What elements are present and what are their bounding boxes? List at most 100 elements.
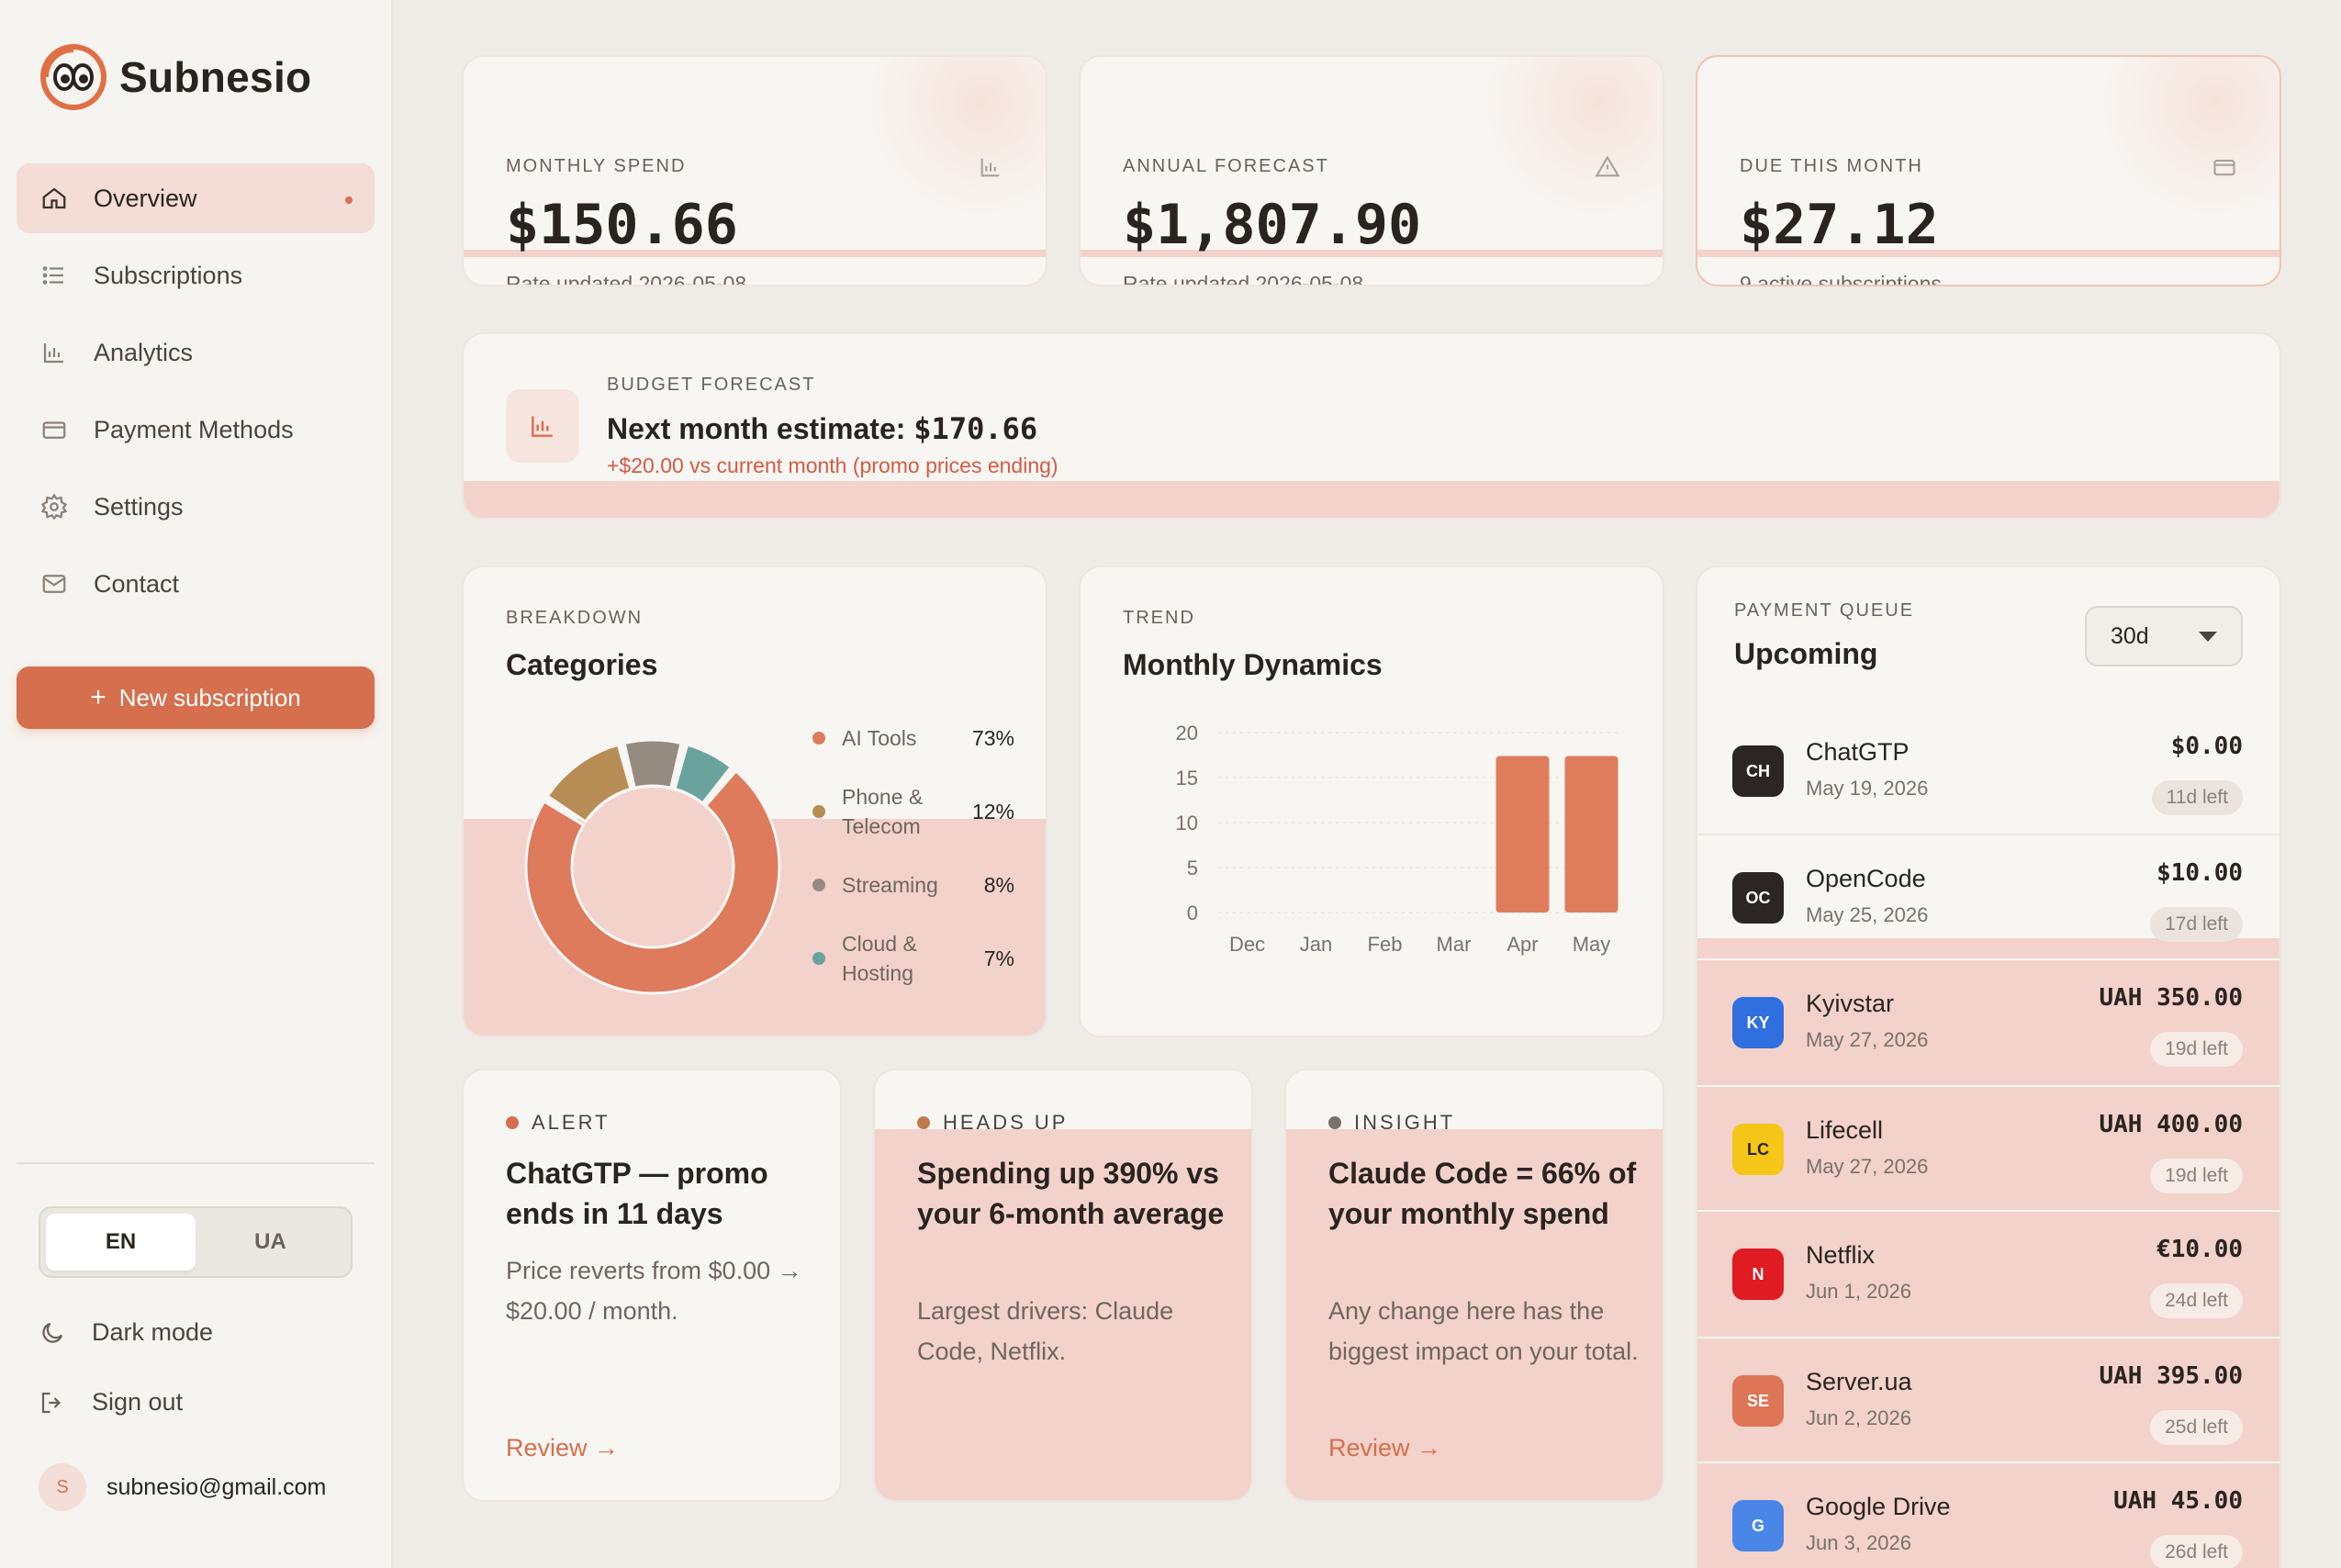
moon-icon [39, 1319, 66, 1347]
insight-card-alert: ALERT ChatGTP — promo ends in 11 days Pr… [462, 1069, 842, 1502]
queue-row-netflix[interactable]: N Netflix Jun 1, 2026 €10.00 24d left [1697, 1210, 2279, 1335]
insight-tag: HEADS UP [917, 1111, 1068, 1135]
budget-label: BUDGET FORECAST [607, 375, 816, 395]
user-account[interactable]: S subnesio@gmail.com [39, 1463, 326, 1511]
service-date: May 27, 2026 [1806, 1155, 1929, 1178]
legend-item-streaming[interactable]: Streaming 8% [812, 870, 1014, 900]
service-name: ChatGTP [1806, 738, 1910, 766]
legend-item-cloud-hosting[interactable]: Cloud & Hosting 7% [812, 929, 1014, 988]
service-avatar: N [1732, 1249, 1784, 1300]
bar-may[interactable] [1564, 756, 1619, 913]
days-left-badge: 24d left [2150, 1283, 2243, 1318]
service-name: OpenCode [1806, 865, 1926, 892]
kpi-sub: Rate updated 2026-05-08 [1123, 272, 1364, 286]
insight-tag: INSIGHT [1328, 1111, 1455, 1135]
queue-row-lifecell[interactable]: LC Lifecell May 27, 2026 UAH 400.00 19d … [1697, 1085, 2279, 1210]
sidebar-item-payment-methods[interactable]: Payment Methods [17, 395, 375, 465]
app-logo[interactable]: Subnesio [37, 40, 311, 114]
trend-label: TREND [1123, 608, 1195, 628]
legend-dot [812, 879, 825, 891]
queue-row-server-ua[interactable]: SE Server.ua Jun 2, 2026 UAH 395.00 25d … [1697, 1337, 2279, 1462]
x-tick-label: Mar [1437, 933, 1472, 956]
sidebar-item-settings[interactable]: Settings [17, 472, 375, 542]
sidebar-item-analytics[interactable]: Analytics [17, 318, 375, 387]
kpi-accent-bar [1697, 250, 2279, 257]
review-link[interactable]: Review → [1328, 1434, 1442, 1462]
donut-slice-3[interactable] [673, 743, 734, 805]
donut-slice-0[interactable] [524, 768, 781, 995]
queue-row-chatgtp[interactable]: CH ChatGTP May 19, 2026 $0.00 11d left [1697, 709, 2279, 834]
queue-row-google-drive[interactable]: G Google Drive Jun 3, 2026 UAH 45.00 26d… [1697, 1462, 2279, 1568]
legend-pct: 73% [971, 725, 1014, 750]
new-subscription-label: New subscription [118, 683, 301, 711]
review-link[interactable]: Review → [506, 1434, 620, 1462]
legend-item-ai-tools[interactable]: AI Tools 73% [812, 723, 1014, 753]
new-subscription-button[interactable]: + New subscription [17, 666, 375, 729]
credit-card-icon [2212, 154, 2237, 180]
service-avatar: SE [1732, 1375, 1784, 1427]
warning-icon [1595, 154, 1620, 180]
donut-slice-2[interactable] [622, 738, 683, 790]
lang-option-en[interactable]: EN [46, 1214, 196, 1271]
insight-tag: ALERT [506, 1111, 610, 1135]
x-tick-label: May [1573, 933, 1611, 956]
y-tick-label: 10 [1176, 812, 1198, 834]
range-select-value: 30d [2111, 622, 2149, 649]
service-name: Netflix [1806, 1241, 1876, 1269]
lang-option-ua[interactable]: UA [254, 1229, 286, 1254]
days-left-badge: 19d left [2150, 1159, 2243, 1193]
insight-title: ChatGTP — promo ends in 11 days [506, 1157, 768, 1230]
card-glow [2096, 57, 2279, 222]
sidebar-item-overview[interactable]: Overview [17, 163, 375, 233]
days-left-badge: 26d left [2150, 1535, 2243, 1568]
y-tick-label: 0 [1187, 902, 1198, 924]
service-avatar: OC [1732, 872, 1784, 924]
sidebar-item-label: Contact [94, 569, 180, 598]
insight-tag-label: ALERT [532, 1111, 610, 1134]
language-switch: EN UA [39, 1206, 353, 1278]
queue-title: Upcoming [1734, 637, 1878, 670]
service-name: Server.ua [1806, 1368, 1912, 1395]
x-tick-label: Apr [1507, 933, 1538, 956]
dark-mode-label: Dark mode [92, 1318, 214, 1346]
credit-card-icon [40, 416, 68, 443]
insight-text: Price reverts from $0.00 → $20.00 / mont… [506, 1257, 802, 1325]
budget-title: Next month estimate: $170.66 [607, 411, 1037, 446]
legend-dot [812, 952, 825, 965]
card-glow [862, 57, 1046, 222]
insight-card-insight: INSIGHT Claude Code = 66% of your monthl… [1284, 1069, 1664, 1502]
bar-apr[interactable] [1495, 756, 1550, 913]
sign-out-button[interactable]: Sign out [39, 1388, 183, 1417]
range-select[interactable]: 30d [2085, 606, 2243, 666]
donut-slice-1[interactable] [545, 743, 633, 824]
insight-text: Any change here has the biggest impact o… [1328, 1297, 1639, 1365]
service-name: Kyivstar [1806, 990, 1895, 1017]
legend-name: Streaming [842, 873, 938, 897]
days-left-badge: 11d left [2151, 780, 2243, 815]
sign-out-label: Sign out [92, 1388, 184, 1416]
service-date: May 19, 2026 [1806, 777, 1929, 800]
plus-icon: + [90, 682, 106, 712]
dark-mode-toggle[interactable]: Dark mode [39, 1318, 213, 1347]
sidebar-item-contact[interactable]: Contact [17, 549, 375, 619]
service-amount: UAH 395.00 [2099, 1362, 2243, 1390]
insight-card-heads-up: HEADS UP Spending up 390% vs your 6-mont… [873, 1069, 1253, 1502]
queue-row-opencode[interactable]: OC OpenCode May 25, 2026 $10.00 17d left [1697, 834, 2279, 958]
days-left-badge: 25d left [2150, 1410, 2243, 1445]
service-avatar: G [1732, 1500, 1784, 1551]
kpi-sub: Rate updated 2026-05-08 [506, 272, 747, 286]
service-date: Jun 3, 2026 [1806, 1531, 1911, 1554]
categories-title: Categories [506, 648, 658, 681]
sidebar-item-subscriptions[interactable]: Subscriptions [17, 241, 375, 310]
service-avatar: KY [1732, 997, 1784, 1048]
kpi-value: $150.66 [506, 193, 738, 257]
avatar: S [39, 1463, 86, 1511]
queue-row-kyivstar[interactable]: KY Kyivstar May 27, 2026 UAH 350.00 19d … [1697, 958, 2279, 1083]
legend-item-phone-telecom[interactable]: Phone & Telecom 12% [812, 782, 1014, 841]
card-glow [1479, 57, 1663, 222]
legend-name: AI Tools [842, 726, 917, 750]
service-amount: €10.00 [2156, 1236, 2243, 1263]
service-amount: UAH 350.00 [2099, 984, 2243, 1012]
x-tick-label: Dec [1229, 933, 1265, 956]
legend-dot [812, 732, 825, 745]
